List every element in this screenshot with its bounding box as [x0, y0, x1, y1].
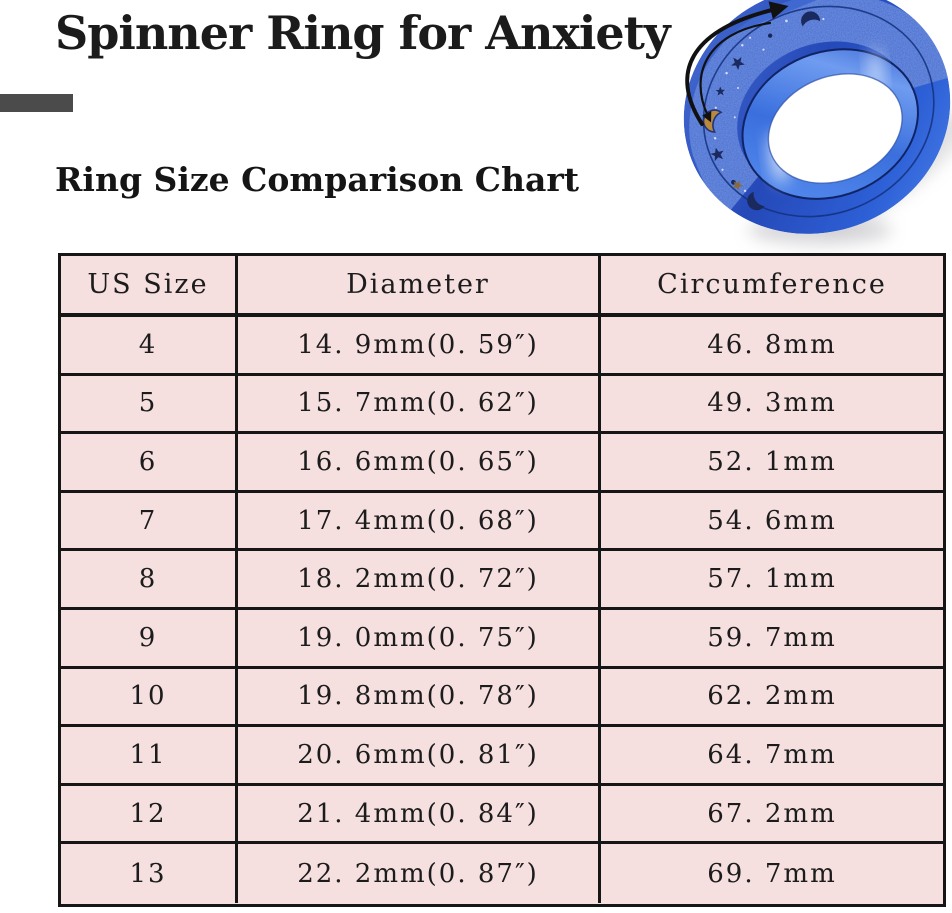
table-cell: 11	[129, 739, 167, 770]
table-cell: 13	[129, 858, 167, 889]
table-cell: 6	[138, 446, 158, 477]
table-cell: 17. 4mm(0. 68″)	[235, 492, 598, 549]
table-cell: 59. 7mm	[598, 609, 943, 666]
table-cell: 18. 2mm(0. 72″)	[235, 551, 598, 607]
table-cell: 69. 7mm	[598, 844, 943, 903]
moon-star-cutouts	[699, 9, 825, 215]
ring-body	[683, 0, 952, 234]
table-cell: 62. 2mm	[598, 668, 943, 725]
table-cell: 7	[138, 505, 158, 536]
table-row: 4 14. 9mm(0. 59″) 46. 8mm	[61, 317, 943, 376]
table-row: 8 18. 2mm(0. 72″) 57. 1mm	[61, 551, 943, 610]
page-title: Spinner Ring for Anxiety	[55, 6, 671, 60]
table-cell: 4	[138, 329, 158, 360]
table-row: 13 22. 2mm(0. 87″) 69. 7mm	[61, 844, 943, 903]
table-cell: 54. 6mm	[598, 492, 943, 549]
table-cell: 57. 1mm	[598, 551, 943, 607]
table-cell: 16. 6mm(0. 65″)	[235, 434, 598, 490]
table-cell: 52. 1mm	[598, 434, 943, 490]
header-cell-us-size: US Size	[87, 269, 209, 300]
table-row: 11 20. 6mm(0. 81″) 64. 7mm	[61, 727, 943, 786]
ring-hole	[768, 73, 903, 184]
table-cell: 9	[138, 622, 158, 653]
table-row: 6 16. 6mm(0. 65″) 52. 1mm	[61, 434, 943, 493]
header-cell-circumference: Circumference	[598, 256, 943, 313]
table-cell: 67. 2mm	[598, 785, 943, 842]
table-cell: 19. 8mm(0. 78″)	[235, 668, 598, 725]
size-table-header: US Size Diameter Circumference	[61, 256, 943, 317]
spinner-ring-illustration	[683, 0, 952, 245]
header-cell-diameter: Diameter	[235, 256, 598, 313]
table-cell: 12	[129, 798, 167, 829]
table-cell: 19. 0mm(0. 75″)	[235, 609, 598, 666]
section-title: Ring Size Comparison Chart	[55, 160, 580, 199]
table-cell: 20. 6mm(0. 81″)	[235, 727, 598, 783]
table-row: 10 19. 8mm(0. 78″) 62. 2mm	[61, 668, 943, 728]
table-cell: 49. 3mm	[598, 375, 943, 432]
table-row: 9 19. 0mm(0. 75″) 59. 7mm	[61, 609, 943, 669]
table-cell: 46. 8mm	[598, 317, 943, 373]
accent-bar	[0, 94, 73, 112]
table-row: 12 21. 4mm(0. 84″) 67. 2mm	[61, 785, 943, 845]
table-row: 5 15. 7mm(0. 62″) 49. 3mm	[61, 375, 943, 435]
table-cell: 15. 7mm(0. 62″)	[235, 375, 598, 432]
table-cell: 14. 9mm(0. 59″)	[235, 317, 598, 373]
table-cell: 8	[138, 564, 158, 595]
table-cell: 64. 7mm	[598, 727, 943, 783]
table-cell: 22. 2mm(0. 87″)	[235, 844, 598, 903]
rotation-arrow-icon	[685, 1, 789, 126]
table-cell: 10	[129, 681, 167, 712]
ring-size-table: US Size Diameter Circumference 4 14. 9mm(0.…	[58, 253, 946, 907]
spinner-ring-photo	[652, 0, 952, 258]
size-table-body: 4 14. 9mm(0. 59″) 46. 8mm 5 15. 7mm(0. 62″) 4…	[61, 317, 943, 903]
table-row: 7 17. 4mm(0. 68″) 54. 6mm	[61, 492, 943, 552]
table-cell: 5	[138, 388, 158, 419]
table-cell: 21. 4mm(0. 84″)	[235, 785, 598, 842]
